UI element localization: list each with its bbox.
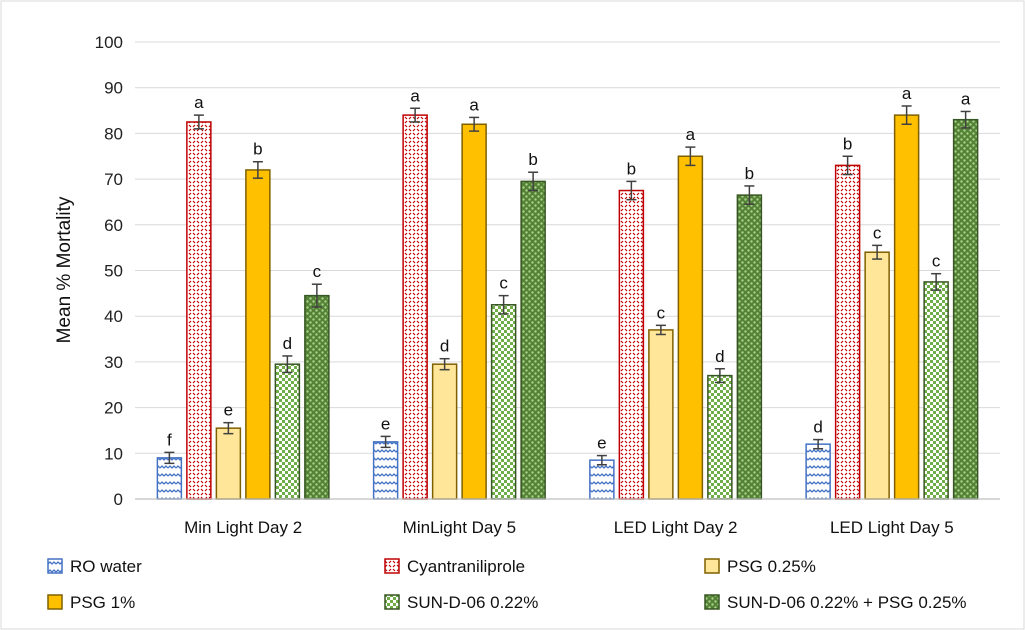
legend-label: SUN-D-06 0.22% + PSG 0.25% [727,593,967,612]
bar [707,374,733,500]
y-tick-label: 100 [95,33,123,52]
bar [156,457,183,500]
bar [490,304,517,500]
significance-letter: e [381,414,390,433]
legend-label: PSG 0.25% [727,557,816,576]
bar [215,427,242,500]
significance-letter: e [597,434,606,453]
y-tick-label: 10 [104,444,123,463]
significance-letter: c [873,223,882,242]
y-tick-label: 70 [104,170,123,189]
significance-letter: a [194,93,204,112]
significance-letter: c [499,274,508,293]
bar [274,363,301,500]
bar [520,180,546,500]
significance-letter: d [813,418,822,437]
legend-swatch [704,594,720,610]
legend-swatch [704,558,720,574]
bar [923,281,949,500]
y-axis-label: Mean % Mortality [54,196,75,343]
significance-letter: b [253,140,262,159]
significance-letter: b [528,150,537,169]
legend-swatch [47,594,63,610]
bar [893,114,920,500]
bar [431,363,458,500]
x-tick-label: MinLight Day 5 [403,518,516,537]
significance-letter: d [715,347,724,366]
significance-letter: a [961,89,971,108]
significance-letter: a [410,86,420,105]
y-tick-label: 60 [104,216,123,235]
significance-letter: d [283,334,292,353]
y-tick-label: 50 [104,262,123,281]
bar [186,121,212,500]
x-tick-label: LED Light Day 5 [830,518,954,537]
legend-swatch [384,558,400,574]
significance-letter: c [313,262,322,281]
bar [864,251,890,500]
legend-label: Cyantraniliprole [407,557,525,576]
bar [677,155,704,500]
significance-letter: c [932,252,941,271]
significance-letter: d [440,337,449,356]
bar [805,443,831,500]
bar [589,459,615,500]
bar [245,169,271,500]
y-tick-label: 0 [114,490,123,509]
significance-letter: b [745,164,754,183]
significance-letter: a [686,125,696,144]
bar [372,441,399,500]
significance-letter: b [843,134,852,153]
y-tick-label: 40 [104,307,123,326]
significance-letter: b [627,159,636,178]
significance-letter: e [224,401,233,420]
bar [461,123,487,500]
legend-label: RO water [70,557,142,576]
y-tick-label: 20 [104,399,123,418]
bar [304,294,330,500]
legend-swatch [384,594,400,610]
significance-letter: c [657,303,666,322]
significance-letter: f [167,430,172,449]
significance-letter: a [902,84,912,103]
y-tick-label: 80 [104,124,123,143]
x-tick-label: LED Light Day 2 [614,518,738,537]
bar [834,164,861,500]
bar [736,194,763,500]
y-tick-label: 30 [104,353,123,372]
bar [952,118,979,500]
bar [648,329,674,500]
legend-label: PSG 1% [70,593,135,612]
y-tick-label: 90 [104,79,123,98]
bar [618,189,645,500]
x-tick-label: Min Light Day 2 [184,518,302,537]
bar [402,114,428,500]
significance-letter: a [469,95,479,114]
legend-label: SUN-D-06 0.22% [407,593,538,612]
legend-swatch [47,558,63,574]
